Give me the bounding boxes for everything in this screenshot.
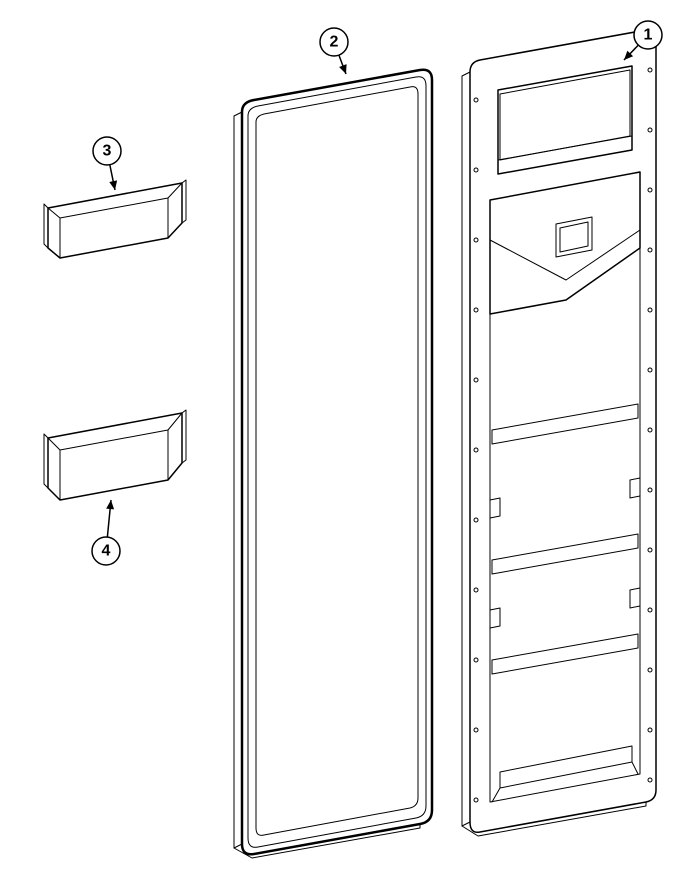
callout-arrowhead xyxy=(339,64,346,74)
callout-label: 3 xyxy=(103,143,112,160)
door-gasket-frame xyxy=(234,70,432,858)
door-shelf-upper xyxy=(44,180,186,258)
callout-label: 1 xyxy=(644,27,653,44)
parts-diagram: 1 2 3 4 xyxy=(0,0,680,884)
callout-label: 2 xyxy=(330,34,339,51)
door-shelf-lower xyxy=(44,410,186,500)
callout-label: 4 xyxy=(102,543,111,560)
freezer-inner-door-panel xyxy=(462,30,656,836)
callout-arrowhead xyxy=(109,180,117,190)
